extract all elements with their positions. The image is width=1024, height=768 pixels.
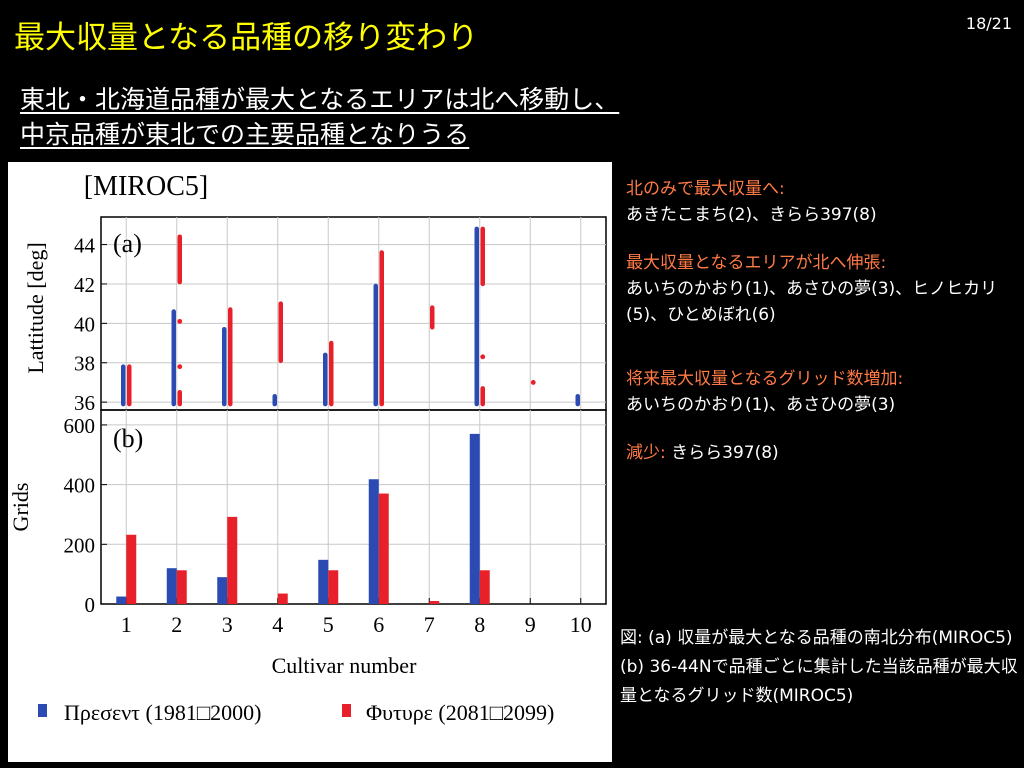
panel-a-ylabel: Lattitude [deg] [23,242,48,373]
grid-count-bar-future [126,534,137,604]
x-tick-label: 9 [525,612,536,637]
grid-count-bar-future [227,516,238,604]
x-tick-label: 8 [474,612,485,637]
grid-count-bar-present [116,596,127,604]
note-heading: 北のみで最大収量へ: [626,179,785,199]
panel-a-label: (a) [113,229,142,258]
legend-present-label: Πρεσεντ (1981□2000) [64,700,261,725]
latitude-point-future [480,354,486,360]
note-heading: 将来最大収量となるグリッド数増加: [626,369,904,389]
figure-panel: 36 38 40 42 44 0 200 400 600 1 2 3 4 5 6 7 8 9 10 [MIROC5… [8,162,612,762]
latitude-point-future [177,318,183,324]
legend-future-swatch [342,704,351,717]
panel-b-ytick-label: 200 [64,533,96,557]
panel-b-ylabel: Grids [8,483,33,532]
panel-b-ytick-label: 600 [64,414,96,438]
latitude-point-future [530,380,536,385]
grid-count-bar-present [368,479,379,604]
grid-count-bar-future [176,570,187,604]
panel-a-plot: 36 38 40 42 44 [74,216,607,415]
x-tick-label: 10 [570,612,592,637]
note-text: あきたこまち(2)、きらら397(8) [626,205,877,225]
x-tick-label: 5 [323,612,334,637]
panel-a-ytick-label: 44 [74,234,96,258]
x-tick-label: 1 [121,612,132,637]
panel-a-ytick-label: 42 [74,273,95,297]
subtitle-line-1: 東北・北海道品種が最大となるエリアは北へ移動し、 [20,85,620,114]
x-tick-label: 7 [424,612,435,637]
x-tick-label: 2 [171,612,182,637]
chart-title: [MIROC5] [84,171,208,202]
x-tick-label: 6 [373,612,384,637]
panel-b-ytick-label: 400 [64,474,96,498]
grid-count-bar-present [318,559,329,604]
figure-caption: 図: (a) 収量が最大となる品種の南北分布(MIROC5) (b) 36-44… [620,628,1018,706]
panel-a-ytick-label: 40 [74,312,95,336]
note-heading: 減少: [626,443,666,463]
grid-count-bar-present [166,568,177,604]
panel-a-ytick-label: 38 [74,352,95,376]
subtitle-line-2: 中京品種が東北での主要品種となりうる [20,120,470,149]
legend-future-label: Φυτυρε (2081□2099) [366,700,554,725]
grid-count-bar-future [277,593,288,604]
x-axis-label: Cultivar number [272,653,417,678]
grid-count-bar-future [479,570,490,604]
side-notes: 北のみで最大収量へ: あきたこまち(2)、きらら397(8) 最大収量となるエリ… [626,176,1018,488]
page-number: 18/21 [965,14,1012,33]
cultivar-chart: 36 38 40 42 44 0 200 400 600 1 2 3 4 5 6 7 8 9 10 [MIROC5… [8,171,607,725]
panel-b-frame [100,409,607,605]
note-area-extends-north: 最大収量となるエリアが北へ伸張: あいちのかおり(1)、あさひの夢(3)、ヒノヒ… [626,250,1018,328]
x-tick-label: 3 [222,612,233,637]
x-tick-label: 4 [272,612,283,637]
panel-b-label: (b) [113,424,143,453]
slide-subtitle: 東北・北海道品種が最大となるエリアは北へ移動し、 中京品種が東北での主要品種とな… [20,82,619,152]
panel-a-ytick-label: 36 [74,391,95,415]
note-decrease: 減少: きらら397(8) [626,440,1018,466]
note-heading: 最大収量となるエリアが北へ伸張: [626,253,887,273]
note-text: きらら397(8) [665,443,779,463]
note-grid-increase: 将来最大収量となるグリッド数増加: あいちのかおり(1)、あさひの夢(3) [626,366,1018,418]
note-north-only: 北のみで最大収量へ: あきたこまち(2)、きらら397(8) [626,176,1018,228]
grid-count-bar-present [469,433,480,604]
grid-count-bar-future [328,570,339,604]
grid-count-bar-future [378,493,389,604]
panel-b-plot: 0 200 400 600 1 2 3 4 5 6 7 8 9 10 [64,409,607,637]
note-text: あいちのかおり(1)、あさひの夢(3) [626,395,896,415]
panel-b-ytick-label: 0 [85,593,96,617]
slide-title: 最大収量となる品種の移り変わり [14,20,479,56]
note-text: あいちのかおり(1)、あさひの夢(3)、ヒノヒカリ(5)、ひとめぼれ(6) [626,279,998,325]
grid-count-bar-present [217,577,228,604]
grid-count-bar-future [429,601,440,604]
latitude-point-future [177,364,183,370]
legend-present-swatch [38,704,47,717]
